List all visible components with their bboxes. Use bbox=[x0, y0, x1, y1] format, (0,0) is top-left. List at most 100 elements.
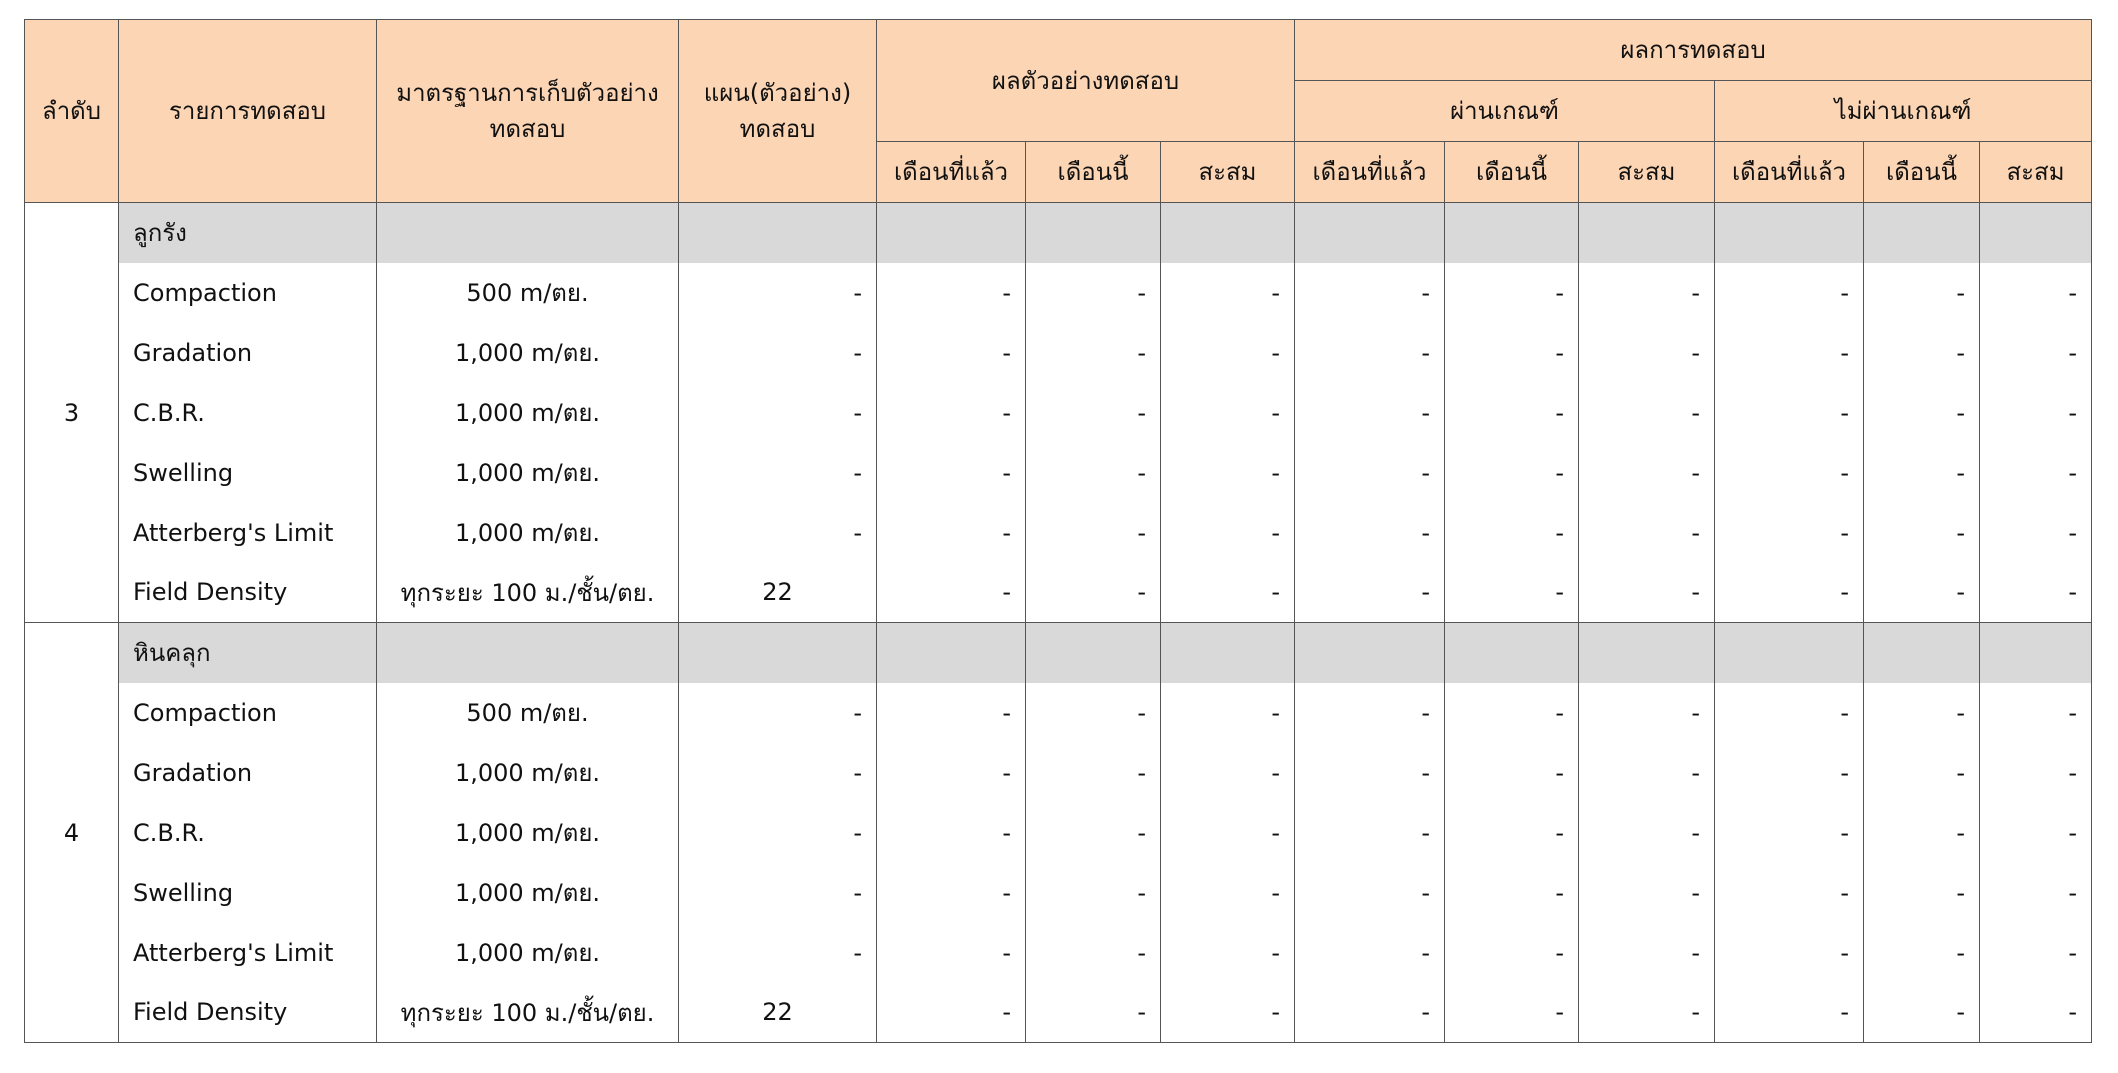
header-cell: รายการทดสอบ bbox=[118, 19, 377, 203]
value-cell: - bbox=[876, 442, 1026, 503]
value-cell: - bbox=[1160, 802, 1295, 863]
value-cell: - bbox=[1863, 382, 1980, 443]
table-header: ลำดับ รายการทดสอบ มาตรฐานการเก็บตัวอย่าง ทด… bbox=[24, 19, 2093, 203]
header-cell: ลำดับ bbox=[24, 19, 119, 203]
value-cell: - bbox=[876, 742, 1026, 803]
value-cell: - bbox=[876, 502, 1026, 563]
header-cell: ผลตัวอย่างทดสอบ bbox=[876, 19, 1295, 142]
gray-cell bbox=[1714, 622, 1864, 683]
value-cell: - bbox=[1863, 322, 1980, 383]
value-cell: - bbox=[1978, 982, 2093, 1043]
gray-cell bbox=[376, 202, 679, 263]
gray-cell bbox=[1025, 202, 1161, 263]
value-cell: - bbox=[1578, 322, 1715, 383]
value-cell: - bbox=[1294, 262, 1445, 323]
test-table: ลำดับ รายการทดสอบ มาตรฐานการเก็บตัวอย่าง ทด… bbox=[24, 19, 2093, 1043]
value-cell: - bbox=[876, 262, 1026, 323]
plan-cell: - bbox=[678, 682, 877, 743]
header-cell: สะสม bbox=[1978, 141, 2093, 203]
value-cell: - bbox=[1025, 262, 1161, 323]
header-cell: มาตรฐานการเก็บตัวอย่าง ทดสอบ bbox=[376, 19, 679, 203]
value-cell: - bbox=[1714, 562, 1864, 623]
gray-cell bbox=[1978, 622, 2093, 683]
item-cell: C.B.R. bbox=[118, 802, 377, 863]
header-cell: เดือนนี้ bbox=[1025, 141, 1161, 203]
gray-cell bbox=[876, 202, 1026, 263]
plan-cell: - bbox=[678, 502, 877, 563]
value-cell: - bbox=[1294, 502, 1445, 563]
item-cell: Field Density bbox=[118, 982, 377, 1043]
value-cell: - bbox=[1714, 802, 1864, 863]
value-cell: - bbox=[1294, 802, 1445, 863]
value-cell: - bbox=[1978, 322, 2093, 383]
value-cell: - bbox=[1578, 382, 1715, 443]
value-cell: - bbox=[876, 322, 1026, 383]
value-cell: - bbox=[1863, 262, 1980, 323]
plan-cell: - bbox=[678, 742, 877, 803]
gray-cell bbox=[1160, 202, 1295, 263]
gray-cell bbox=[876, 622, 1026, 683]
data-row: C.B.R. 1,000 m/ตย. - - - - - - - - - - bbox=[25, 802, 2093, 863]
item-cell: Atterberg's Limit bbox=[118, 922, 377, 983]
data-row: Gradation 1,000 m/ตย. - - - - - - - - - - bbox=[25, 742, 2093, 803]
value-cell: - bbox=[1578, 502, 1715, 563]
value-cell: - bbox=[1714, 322, 1864, 383]
value-cell: - bbox=[1160, 262, 1295, 323]
value-cell: - bbox=[1025, 862, 1161, 923]
value-cell: - bbox=[1025, 442, 1161, 503]
value-cell: - bbox=[876, 922, 1026, 983]
value-cell: - bbox=[1714, 442, 1864, 503]
value-cell: - bbox=[1978, 502, 2093, 563]
value-cell: - bbox=[1578, 562, 1715, 623]
data-row: Atterberg's Limit 1,000 m/ตย. - - - - - - - - - - bbox=[25, 922, 2093, 983]
header-line: แผน(ตัวอย่าง) bbox=[703, 79, 852, 107]
header-row: ผ่านเกณฑ์ ไม่ผ่านเกณฑ์ bbox=[25, 80, 2093, 142]
data-row: Atterberg's Limit 1,000 m/ตย. - - - - - - - - - - bbox=[25, 502, 2093, 563]
header-cell: เดือนที่แล้ว bbox=[876, 141, 1026, 203]
plan-cell: - bbox=[678, 382, 877, 443]
item-cell: Gradation bbox=[118, 742, 377, 803]
standard-cell: ทุกระยะ 100 ม./ชั้น/ตย. bbox=[376, 562, 679, 623]
value-cell: - bbox=[876, 982, 1026, 1043]
item-cell: Atterberg's Limit bbox=[118, 502, 377, 563]
value-cell: - bbox=[1444, 682, 1579, 743]
value-cell: - bbox=[1294, 382, 1445, 443]
value-cell: - bbox=[1714, 922, 1864, 983]
value-cell: - bbox=[1714, 502, 1864, 563]
group-name: หินคลุก bbox=[118, 622, 377, 683]
value-cell: - bbox=[876, 562, 1026, 623]
header-cell: สะสม bbox=[1578, 141, 1715, 203]
value-cell: - bbox=[1978, 802, 2093, 863]
gray-cell bbox=[1978, 202, 2093, 263]
value-cell: - bbox=[1863, 922, 1980, 983]
value-cell: - bbox=[1025, 982, 1161, 1043]
plan-cell: - bbox=[678, 802, 877, 863]
value-cell: - bbox=[1863, 802, 1980, 863]
header-row: เดือนที่แล้ว เดือนนี้ สะสม เดือนที่แล้ว เดือ… bbox=[25, 141, 2093, 203]
value-cell: - bbox=[1444, 982, 1579, 1043]
value-cell: - bbox=[1578, 682, 1715, 743]
data-row: Field Density ทุกระยะ 100 ม./ชั้น/ตย. 22- -… bbox=[25, 562, 2093, 623]
value-cell: - bbox=[1025, 682, 1161, 743]
value-cell: - bbox=[1714, 862, 1864, 923]
value-cell: - bbox=[1025, 322, 1161, 383]
value-cell: - bbox=[1863, 982, 1980, 1043]
value-cell: - bbox=[1025, 502, 1161, 563]
standard-cell: 500 m/ตย. bbox=[376, 682, 679, 743]
gray-cell bbox=[1578, 202, 1715, 263]
value-cell: - bbox=[1444, 862, 1579, 923]
value-cell: - bbox=[1294, 682, 1445, 743]
group-name: ลูกรัง bbox=[118, 202, 377, 263]
gray-cell bbox=[1294, 202, 1445, 263]
value-cell: - bbox=[876, 862, 1026, 923]
header-cell: เดือนที่แล้ว bbox=[1714, 141, 1864, 203]
value-cell: - bbox=[1578, 262, 1715, 323]
value-cell: - bbox=[1863, 442, 1980, 503]
group-row: 3 ลูกรัง bbox=[24, 202, 2093, 623]
gray-cell bbox=[1714, 202, 1864, 263]
gray-cell bbox=[678, 202, 877, 263]
value-cell: - bbox=[1160, 382, 1295, 443]
gray-cell bbox=[1025, 622, 1161, 683]
gray-cell bbox=[1578, 622, 1715, 683]
value-cell: - bbox=[1863, 502, 1980, 563]
